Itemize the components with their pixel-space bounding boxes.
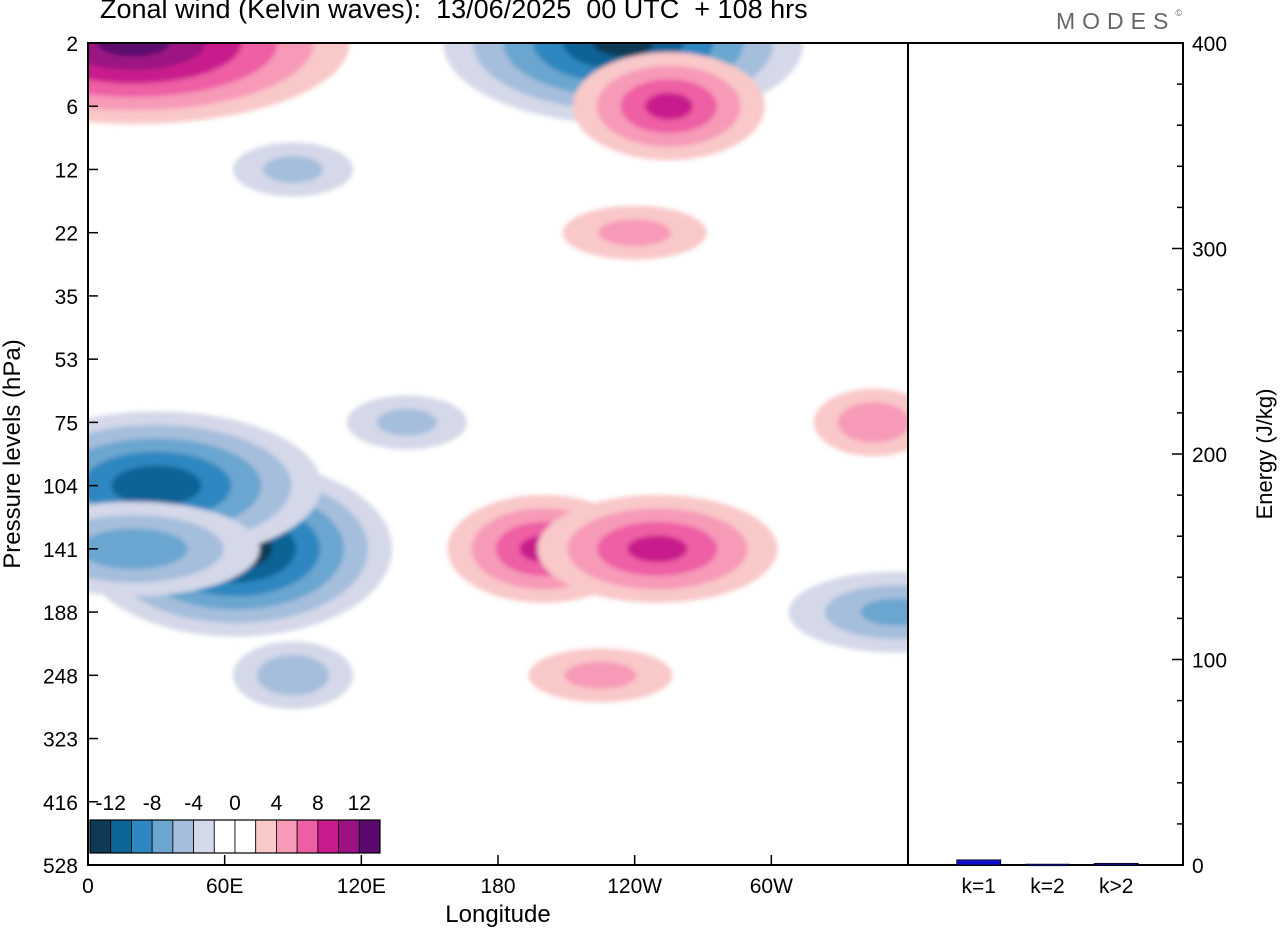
y-axis-label: Pressure levels (hPa): [0, 339, 26, 568]
contour-band: [627, 535, 688, 563]
colorbar-cell: [151, 819, 174, 854]
energy-tick-label: 400: [1192, 33, 1227, 56]
energy-bar: [1093, 862, 1139, 866]
energy-bar: [956, 859, 1002, 866]
colorbar-label: 4: [271, 792, 283, 815]
contour-band: [837, 402, 908, 443]
colorbar-cell: [110, 819, 132, 854]
chart-title: Zonal wind (Kelvin waves): 13/06/2025 00…: [100, 0, 808, 24]
x-tick-label: 60W: [750, 875, 793, 898]
contour-band: [376, 408, 437, 436]
logo-mark: ©: [1175, 8, 1182, 18]
wind-feature: [346, 395, 467, 450]
energy-tick-label: 300: [1192, 239, 1227, 262]
y-tick-label: 12: [55, 159, 78, 182]
colorbar: -12 -8 -4 0 4 8 12: [86, 788, 384, 859]
y-tick-label: 53: [55, 349, 78, 372]
y-tick-label: 6: [66, 96, 78, 119]
contour-band: [263, 155, 323, 183]
modes-logo: MODES©: [1056, 8, 1182, 35]
energy-category-label: k=2: [1030, 875, 1064, 898]
colorbar-cell: [193, 819, 215, 854]
logo-text: MODES: [1056, 8, 1176, 34]
wind-feature: [88, 43, 350, 124]
colorbar-label: 8: [312, 792, 324, 815]
colorbar-cell: [89, 819, 112, 854]
energy-tick-label: 100: [1192, 650, 1227, 673]
wind-field: [88, 43, 908, 710]
contour-band: [598, 219, 671, 247]
wind-feature: [233, 142, 353, 197]
x-axis-label: Longitude: [445, 901, 550, 928]
contour-band: [97, 43, 170, 57]
colorbar-label: 0: [229, 792, 241, 815]
y-tick-label: 528: [43, 855, 78, 878]
x-tick-label: 60E: [206, 875, 243, 898]
contour-band: [564, 661, 637, 689]
energy-category-label: k=1: [962, 875, 996, 898]
colorbar-cell: [255, 819, 277, 854]
y-tick-label: 2: [66, 33, 78, 56]
energy-category-label: k>2: [1099, 875, 1133, 898]
energy-panel-frame: [907, 42, 1184, 866]
colorbar-cell: [338, 819, 360, 854]
y-tick-label: 35: [55, 286, 78, 309]
wind-feature: [528, 648, 673, 703]
y-tick-label: 75: [55, 412, 78, 435]
energy-bars: k=1 k=2 k>2: [956, 859, 1139, 898]
colorbar-label: -4: [184, 792, 203, 815]
contour-band: [644, 92, 693, 120]
energy-tick-label: 200: [1192, 444, 1227, 467]
y-tick-label: 22: [55, 223, 78, 246]
colorbar-cell: [358, 819, 381, 854]
y-tick-label: 323: [43, 729, 78, 752]
wind-feature: [233, 641, 353, 710]
energy-tick-label: 0: [1192, 855, 1204, 878]
colorbar-label: 12: [348, 792, 371, 815]
colorbar-cell: [276, 819, 298, 854]
colorbar-label: -12: [96, 792, 126, 815]
y-tick-label: 188: [43, 602, 78, 625]
contour-band: [257, 655, 329, 696]
colorbar-frame: [89, 819, 381, 854]
y-tick-label: 104: [43, 476, 78, 499]
axes: 0 60E 120E 180 120W 60W 2 6 12 22 35 53 75 104 141 188 2…: [43, 33, 1227, 898]
y-tick-label: 416: [43, 792, 78, 815]
wind-feature: [562, 205, 707, 260]
contour-band: [111, 465, 202, 506]
contour-band: [860, 598, 908, 626]
energy-axis-label: Energy (J/kg): [1252, 389, 1277, 520]
colorbar-cell: [296, 819, 319, 854]
x-tick-label: 0: [82, 875, 94, 898]
x-tick-label: 180: [480, 875, 515, 898]
energy-bar: [1025, 863, 1070, 867]
wind-feature: [813, 388, 908, 457]
colorbar-cell: [213, 819, 236, 854]
wind-feature: [537, 494, 778, 603]
wind-feature: [88, 501, 260, 597]
colorbar-cell: [234, 819, 257, 854]
colorbar-cell: [131, 819, 153, 854]
x-tick-label: 120W: [607, 875, 662, 898]
contour-band: [88, 528, 188, 570]
colorbar-label: -8: [143, 792, 162, 815]
contour-band: [593, 43, 654, 57]
colorbar-cell: [172, 819, 194, 854]
wind-feature: [788, 571, 908, 653]
colorbar-cell: [317, 819, 339, 854]
x-tick-label: 120E: [337, 875, 386, 898]
wind-feature: [572, 52, 765, 161]
y-tick-label: 141: [43, 539, 78, 562]
y-tick-label: 248: [43, 665, 78, 688]
